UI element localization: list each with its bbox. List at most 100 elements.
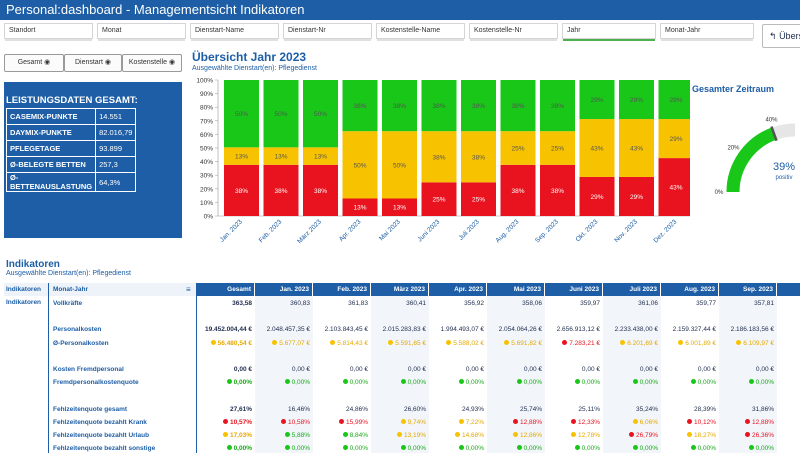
bar-segment[interactable] bbox=[342, 198, 378, 216]
column-header[interactable]: Juni 2023 bbox=[545, 283, 603, 296]
bar-segment[interactable] bbox=[540, 131, 575, 165]
bar-segment[interactable] bbox=[382, 131, 417, 199]
cell-value: 0,00% bbox=[465, 379, 484, 387]
cell-value: 16,46% bbox=[287, 405, 310, 413]
column-header[interactable]: Juli 2023 bbox=[603, 283, 661, 296]
column-header[interactable]: Jan. 2023 bbox=[255, 283, 313, 296]
header-indikatoren[interactable]: Indikatoren bbox=[4, 283, 48, 296]
filter-dienstart-nr[interactable]: Dienstart-Nr bbox=[283, 23, 372, 41]
bar-segment[interactable] bbox=[303, 164, 338, 216]
bar-segment[interactable] bbox=[579, 119, 615, 177]
bar-segment[interactable] bbox=[224, 80, 259, 148]
table-cell: 7,22% bbox=[429, 416, 487, 429]
table-cell: 7.283,21 € bbox=[545, 337, 603, 350]
bar-segment[interactable] bbox=[382, 80, 417, 132]
chart-title: Übersicht Jahr 2023 bbox=[192, 50, 307, 64]
bar-segment[interactable] bbox=[500, 164, 536, 216]
bar-segment[interactable] bbox=[619, 119, 654, 177]
filter-label: Jahr bbox=[567, 27, 581, 34]
cell-value: 2.103.843,45 € bbox=[324, 326, 368, 334]
x-tick-label: Sep. 2023 bbox=[534, 218, 560, 244]
bar-segment[interactable] bbox=[421, 131, 457, 183]
table-cell: 0,00% bbox=[487, 376, 545, 389]
cell-value: 0,00 € bbox=[581, 366, 600, 373]
table-cell: 6.109,97 € bbox=[719, 337, 777, 350]
bar-segment[interactable] bbox=[382, 198, 417, 216]
cell-value: 35,24% bbox=[635, 405, 658, 413]
filter-dienstart-name[interactable]: Dienstart-Name bbox=[190, 23, 279, 41]
segment-gesamt[interactable]: Gesamt ◉ bbox=[4, 54, 64, 72]
row-label: Fehlzeitenquote bezahlt sonstige bbox=[53, 445, 156, 453]
bar-segment[interactable] bbox=[619, 176, 654, 216]
filter-monat-jahr[interactable]: Monat-Jahr bbox=[660, 23, 754, 41]
bar-segment[interactable] bbox=[303, 80, 338, 148]
column-header[interactable]: Feb. 2023 bbox=[313, 283, 371, 296]
column-header[interactable]: Gesamt bbox=[197, 283, 255, 296]
table-row: Fehlzeitenquote bezahlt sonstige 0,00% 0,0… bbox=[4, 442, 800, 453]
bar-segment[interactable] bbox=[263, 147, 299, 165]
bar-segment[interactable] bbox=[461, 131, 496, 183]
bar-segment[interactable] bbox=[461, 80, 496, 132]
back-button[interactable]: ↰ Übers bbox=[762, 24, 800, 48]
bar-segment[interactable] bbox=[224, 164, 259, 216]
bar-segment[interactable] bbox=[500, 80, 536, 132]
gauge-tick-label: 40% bbox=[766, 118, 779, 124]
cell-value: 25,11% bbox=[578, 405, 600, 413]
column-header[interactable]: Ok bbox=[777, 283, 800, 296]
bar-segment[interactable] bbox=[342, 131, 378, 199]
bar-segment[interactable] bbox=[540, 164, 575, 216]
cell-value: 0,00% bbox=[697, 445, 716, 453]
column-header[interactable]: Aug. 2023 bbox=[661, 283, 719, 296]
segment-dienstart[interactable]: Dienstart ◉ bbox=[64, 54, 122, 72]
bar-segment[interactable] bbox=[658, 80, 691, 120]
cell-value: 2.015.283,83 € bbox=[382, 326, 426, 334]
status-dot-icon bbox=[222, 418, 228, 424]
bar-data-label: 29% bbox=[630, 97, 643, 104]
bar-segment[interactable] bbox=[421, 80, 457, 132]
eye-icon: ◉ bbox=[168, 59, 176, 66]
bar-segment[interactable] bbox=[303, 147, 338, 165]
column-header[interactable]: Sep. 2023 bbox=[719, 283, 777, 296]
bar-segment[interactable] bbox=[540, 80, 575, 132]
row-label: Fehlzeitenquote gesamt bbox=[53, 405, 128, 413]
header-monat-jahr[interactable]: Monat-Jahr bbox=[49, 283, 196, 296]
y-tick-label: 60% bbox=[200, 132, 213, 139]
bar-segment[interactable] bbox=[342, 80, 378, 132]
table-cell: 12,33% bbox=[545, 416, 603, 429]
hamburger-icon[interactable]: ≡ bbox=[186, 285, 191, 294]
cell-value: 10,58% bbox=[287, 418, 310, 426]
bar-segment[interactable] bbox=[579, 176, 615, 216]
cell-value: 0,00% bbox=[581, 445, 600, 453]
bar-segment[interactable] bbox=[619, 80, 654, 120]
y-tick-label: 30% bbox=[200, 173, 213, 180]
table-cell: 56.480,54 € bbox=[197, 337, 255, 350]
bar-segment[interactable] bbox=[263, 80, 299, 148]
bar-segment[interactable] bbox=[263, 164, 299, 216]
filter-jahr[interactable]: Jahr bbox=[562, 23, 656, 41]
bar-segment[interactable] bbox=[579, 80, 615, 120]
filter-kostenstelle-name[interactable]: Kostenstelle-Name bbox=[376, 23, 465, 41]
filter-monat[interactable]: Monat bbox=[97, 23, 186, 41]
cell-value: 13,19% bbox=[403, 432, 426, 439]
column-header[interactable]: März 2023 bbox=[371, 283, 429, 296]
cell-value: 9,74% bbox=[407, 418, 426, 426]
status-dot-icon bbox=[280, 418, 286, 424]
table-cell: 0,00% bbox=[603, 376, 661, 389]
column-header[interactable]: Apr. 2023 bbox=[429, 283, 487, 296]
column-header[interactable]: Mai 2023 bbox=[487, 283, 545, 296]
bar-data-label: 38% bbox=[472, 103, 485, 110]
bar-segment[interactable] bbox=[224, 147, 259, 165]
table-cell: 363,58 bbox=[197, 297, 255, 310]
bar-segment[interactable] bbox=[421, 182, 457, 216]
filter-standort[interactable]: Standort bbox=[4, 23, 93, 41]
cell-value: 0,00 € bbox=[639, 366, 658, 373]
bar-segment[interactable] bbox=[461, 182, 496, 216]
table-cell: 0,00% bbox=[255, 376, 313, 389]
filter-kostenstelle-nr[interactable]: Kostenstelle-Nr bbox=[469, 23, 558, 41]
segment-kostenstelle[interactable]: Kostenstelle ◉ bbox=[122, 54, 182, 72]
bar-segment[interactable] bbox=[658, 119, 691, 159]
table-cell: 0,00% bbox=[429, 376, 487, 389]
bar-segment[interactable] bbox=[658, 158, 691, 216]
kpi-label: Ø-BETTENAUSLASTUNG bbox=[5, 172, 97, 192]
bar-segment[interactable] bbox=[500, 131, 536, 165]
